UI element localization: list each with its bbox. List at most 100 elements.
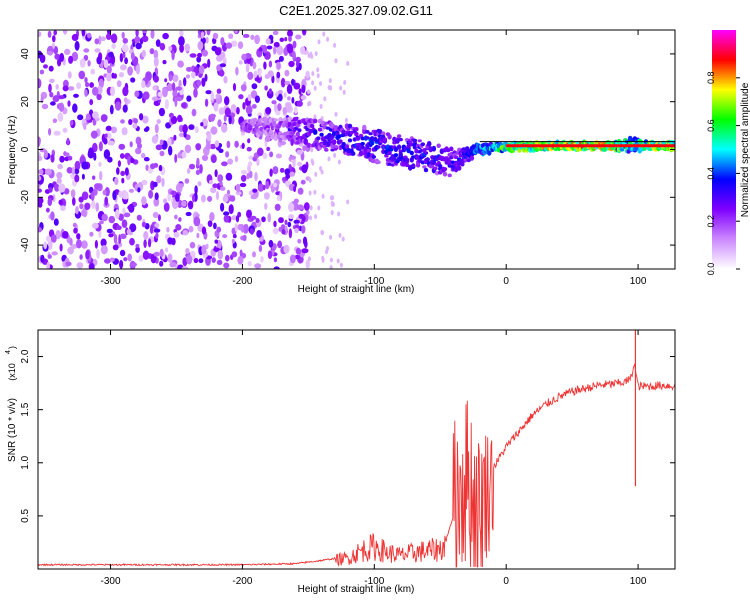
noise-cell xyxy=(322,31,326,37)
noise-cell xyxy=(87,149,95,159)
noise-cell xyxy=(38,31,42,37)
signal-cell xyxy=(354,127,359,132)
noise-cell xyxy=(205,143,211,150)
noise-cell xyxy=(145,126,150,132)
noise-cell xyxy=(197,41,204,51)
noise-cell xyxy=(240,223,244,233)
noise-cell xyxy=(228,33,234,39)
noise-cell xyxy=(129,141,133,148)
noise-cell xyxy=(87,60,91,67)
noise-cell xyxy=(134,90,140,98)
noise-cell xyxy=(159,42,166,51)
noise-cell xyxy=(330,195,333,201)
noise-cell xyxy=(238,60,243,65)
noise-cell xyxy=(116,225,122,230)
noise-cell xyxy=(43,64,48,69)
noise-cell xyxy=(241,53,247,61)
noise-cell xyxy=(166,226,170,233)
signal-cell xyxy=(306,142,312,148)
noise-cell xyxy=(141,196,147,206)
signal-cell xyxy=(404,163,410,168)
noise-cell xyxy=(288,228,293,239)
noise-cell xyxy=(104,133,108,138)
noise-cell xyxy=(277,103,282,111)
noise-cell xyxy=(74,40,80,51)
signal-cell xyxy=(351,151,356,156)
noise-cell xyxy=(210,91,215,101)
noise-cell xyxy=(251,104,257,109)
signal-cell xyxy=(324,148,329,152)
noise-cell xyxy=(234,155,239,163)
noise-cell xyxy=(116,80,122,88)
noise-cell xyxy=(39,54,46,63)
signal-cell xyxy=(427,141,432,147)
signal-cell xyxy=(487,149,492,156)
noise-cell xyxy=(40,254,45,263)
noise-cell xyxy=(277,93,283,102)
noise-cell xyxy=(65,261,72,267)
noise-cell xyxy=(50,234,57,243)
signal-cell xyxy=(431,160,437,165)
noise-cell xyxy=(209,143,217,150)
noise-cell xyxy=(334,58,338,64)
noise-cell xyxy=(262,44,267,54)
noise-cell xyxy=(257,147,264,157)
x-tick-label: 0 xyxy=(503,276,509,287)
noise-cell xyxy=(205,36,209,44)
signal-cell xyxy=(423,167,429,173)
noise-cell xyxy=(216,226,222,233)
noise-cell xyxy=(284,37,288,42)
noise-cell xyxy=(189,241,196,249)
signal-cell xyxy=(365,136,370,140)
signal-cell xyxy=(360,142,365,146)
noise-cell xyxy=(339,262,343,268)
noise-cell xyxy=(105,125,112,131)
noise-cell xyxy=(112,244,119,251)
noise-cell xyxy=(286,84,293,95)
noise-cell xyxy=(185,211,192,217)
noise-cell xyxy=(321,255,325,261)
noise-cell xyxy=(336,258,340,264)
noise-cell xyxy=(123,191,129,200)
noise-cell xyxy=(53,130,61,136)
noise-cell xyxy=(41,103,49,110)
spectrogram-y-axis: -40 -20 0 20 40 xyxy=(20,48,675,252)
noise-cell xyxy=(163,202,170,212)
noise-cell xyxy=(38,188,42,193)
signal-cell xyxy=(412,138,418,143)
x-tick-label: 100 xyxy=(630,276,647,287)
noise-cell xyxy=(212,32,219,40)
noise-cell xyxy=(78,70,86,80)
signal-cell xyxy=(436,143,441,149)
noise-cell xyxy=(207,220,213,228)
noise-cell xyxy=(239,182,247,188)
noise-cell xyxy=(71,51,79,62)
noise-cell xyxy=(225,254,230,262)
noise-cell xyxy=(308,190,312,196)
noise-cell xyxy=(135,42,142,50)
signal-cell xyxy=(422,165,427,169)
noise-cell xyxy=(54,183,60,192)
noise-cell xyxy=(276,71,281,79)
noise-cell xyxy=(254,263,262,269)
signal-cell xyxy=(442,171,448,177)
noise-cell xyxy=(173,134,177,141)
noise-cell xyxy=(217,249,224,260)
noise-cell xyxy=(197,181,202,187)
noise-cell xyxy=(72,103,78,113)
signal-cell xyxy=(398,137,403,142)
noise-cell xyxy=(274,203,281,211)
noise-cell xyxy=(201,226,207,235)
noise-cell xyxy=(295,34,302,40)
noise-cell xyxy=(170,190,177,195)
noise-cell xyxy=(115,209,120,219)
noise-cell xyxy=(273,41,280,48)
noise-cell xyxy=(43,241,48,250)
signal-cell xyxy=(449,155,454,160)
noise-cell xyxy=(300,46,306,55)
noise-cell xyxy=(198,65,205,74)
noise-cell xyxy=(213,102,219,112)
spectrogram-y-label: Frequency (Hz) xyxy=(7,116,18,185)
noise-cell xyxy=(269,151,274,158)
